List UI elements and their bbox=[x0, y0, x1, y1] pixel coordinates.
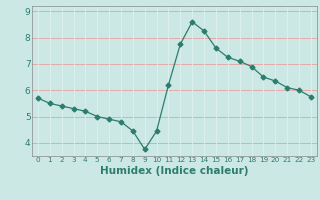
X-axis label: Humidex (Indice chaleur): Humidex (Indice chaleur) bbox=[100, 166, 249, 176]
